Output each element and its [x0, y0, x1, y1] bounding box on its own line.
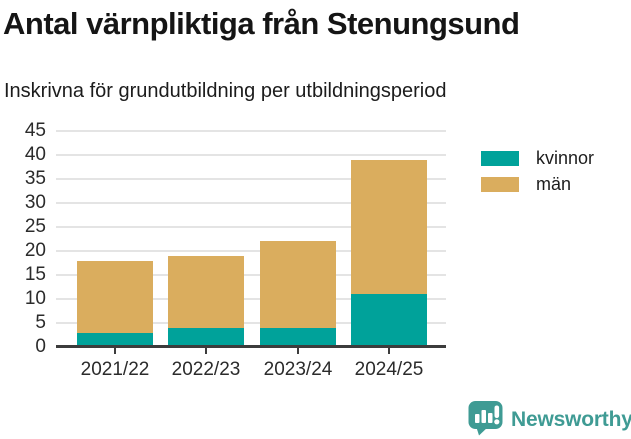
x-axis-tick: [114, 348, 116, 354]
plot-area: [56, 130, 446, 348]
bar-män-2023/24: [260, 241, 336, 328]
legend-label: kvinnor: [536, 147, 595, 168]
x-axis-tick: [388, 348, 390, 354]
bar-män-2024/25: [351, 159, 427, 295]
newsworthy-logo-icon: [467, 399, 504, 439]
bar-kvinnor-2024/25: [351, 294, 427, 347]
page-subtitle: Inskrivna för grundutbildning per utbild…: [4, 80, 447, 102]
y-axis-label: 0: [35, 336, 46, 357]
gridline: [56, 274, 446, 276]
y-axis-label: 40: [24, 144, 46, 165]
x-axis-line: [56, 345, 446, 348]
bar-män-2022/23: [168, 255, 244, 328]
chart-legend: kvinnor män: [481, 147, 595, 202]
x-axis-label: 2023/24: [263, 359, 333, 380]
y-axis-label: 35: [24, 168, 46, 189]
x-axis-label: 2024/25: [354, 359, 424, 380]
y-axis-label: 15: [24, 264, 46, 285]
gridline: [56, 202, 446, 204]
y-axis-label: 5: [35, 312, 46, 333]
legend-item-män: män: [481, 173, 594, 194]
gridline: [56, 298, 446, 300]
bar-kvinnor-2023/24: [260, 327, 336, 347]
legend-swatch-kvinnor: [481, 150, 519, 166]
x-axis-label: 2021/22: [80, 359, 150, 380]
y-axis-label: 10: [24, 288, 46, 309]
newsworthy-brand[interactable]: Newsworthy: [467, 399, 631, 439]
gridline: [56, 250, 446, 252]
gridline: [56, 130, 446, 132]
y-axis-label: 25: [24, 216, 46, 237]
brand-name: Newsworthy: [511, 408, 631, 431]
gridline: [56, 178, 446, 180]
legend-swatch-män: [481, 176, 519, 192]
y-axis-label: 45: [24, 120, 46, 141]
y-axis-label: 30: [24, 192, 46, 213]
bar-kvinnor-2022/23: [168, 327, 244, 347]
y-axis: 0 5 10 15 20 25 30 35 40 45: [0, 121, 46, 357]
legend-item-kvinnor: kvinnor: [481, 147, 595, 168]
legend-label: män: [536, 173, 572, 194]
gridline: [56, 154, 446, 156]
bar-män-2021/22: [77, 260, 153, 333]
page-title: Antal värnpliktiga från Stenungsund: [3, 6, 520, 41]
gridline: [56, 226, 446, 228]
bar-kvinnor-2021/22: [77, 332, 153, 347]
x-axis-tick: [205, 348, 207, 354]
y-axis-label: 20: [24, 240, 46, 261]
gridline: [56, 322, 446, 324]
x-axis-label: 2022/23: [171, 359, 241, 380]
x-axis-tick: [297, 348, 299, 354]
